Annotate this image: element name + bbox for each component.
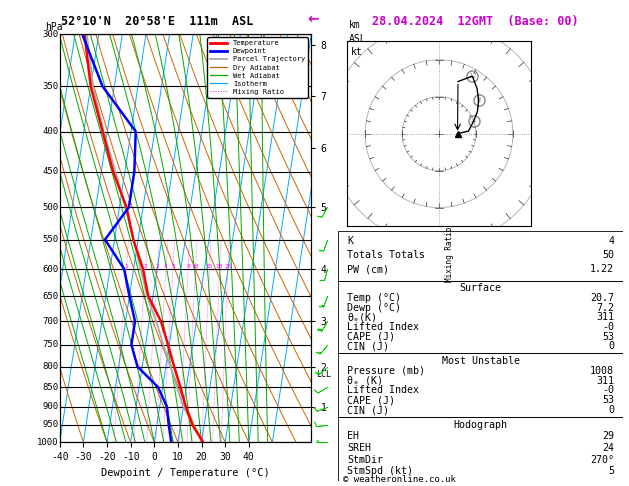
Text: θₑ(K): θₑ(K) (347, 312, 377, 322)
Text: SREH: SREH (347, 443, 371, 453)
Text: ASL: ASL (349, 34, 367, 44)
Text: 29: 29 (602, 432, 614, 441)
Text: PW (cm): PW (cm) (347, 264, 389, 275)
Text: CAPE (J): CAPE (J) (347, 395, 395, 405)
Text: Pressure (mb): Pressure (mb) (347, 366, 425, 376)
Text: Mixing Ratio (g/kg): Mixing Ratio (g/kg) (445, 194, 454, 282)
X-axis label: Dewpoint / Temperature (°C): Dewpoint / Temperature (°C) (101, 468, 270, 478)
Text: Hodograph: Hodograph (454, 420, 508, 430)
Text: Most Unstable: Most Unstable (442, 356, 520, 366)
Text: ←: ← (308, 13, 319, 26)
Text: 800: 800 (42, 362, 58, 371)
Text: 12: 12 (468, 73, 477, 79)
Text: 20: 20 (216, 264, 223, 269)
Text: 850: 850 (42, 382, 58, 392)
Text: LCL: LCL (316, 370, 331, 380)
Text: CAPE (J): CAPE (J) (347, 332, 395, 342)
Text: 550: 550 (42, 235, 58, 244)
Text: Totals Totals: Totals Totals (347, 250, 425, 260)
Text: 750: 750 (42, 340, 58, 349)
Text: © weatheronline.co.uk: © weatheronline.co.uk (343, 474, 455, 484)
Text: 950: 950 (42, 420, 58, 429)
Text: Dewp (°C): Dewp (°C) (347, 303, 401, 313)
Text: 500: 500 (42, 203, 58, 212)
Text: EH: EH (347, 432, 359, 441)
Text: StmDir: StmDir (347, 454, 383, 465)
Text: Lifted Index: Lifted Index (347, 322, 419, 332)
Text: 7.2: 7.2 (596, 303, 614, 313)
Legend: Temperature, Dewpoint, Parcel Trajectory, Dry Adiabat, Wet Adiabat, Isotherm, Mi: Temperature, Dewpoint, Parcel Trajectory… (207, 37, 308, 98)
Text: -0: -0 (602, 322, 614, 332)
Text: 311: 311 (596, 376, 614, 385)
Text: 700: 700 (42, 317, 58, 326)
Text: 0: 0 (608, 405, 614, 415)
Text: 5: 5 (608, 466, 614, 476)
Text: 400: 400 (42, 127, 58, 136)
Text: 1000: 1000 (37, 438, 58, 447)
Text: 50: 50 (602, 250, 614, 260)
Text: 8: 8 (186, 264, 190, 269)
Text: km: km (349, 20, 361, 30)
Text: 1.22: 1.22 (590, 264, 614, 275)
Text: hPa: hPa (45, 22, 62, 32)
Text: 1: 1 (125, 264, 128, 269)
Text: 270°: 270° (590, 454, 614, 465)
Text: 8: 8 (477, 97, 481, 104)
Text: 311: 311 (596, 312, 614, 322)
Text: StmSpd (kt): StmSpd (kt) (347, 466, 413, 476)
Text: 25: 25 (224, 264, 231, 269)
Text: Temp (°C): Temp (°C) (347, 293, 401, 303)
Text: K: K (347, 236, 353, 246)
Text: 10: 10 (192, 264, 199, 269)
Text: θₑ (K): θₑ (K) (347, 376, 383, 385)
Text: 650: 650 (42, 292, 58, 301)
Text: 5: 5 (171, 264, 175, 269)
Text: kt: kt (350, 47, 362, 57)
Text: Surface: Surface (460, 283, 501, 294)
Text: 350: 350 (42, 82, 58, 91)
Text: 2: 2 (143, 264, 147, 269)
Text: Lifted Index: Lifted Index (347, 385, 419, 396)
Text: 4: 4 (164, 264, 168, 269)
Text: 20.7: 20.7 (590, 293, 614, 303)
Text: CIN (J): CIN (J) (347, 405, 389, 415)
Text: 24: 24 (602, 443, 614, 453)
Text: 28.04.2024  12GMT  (Base: 00): 28.04.2024 12GMT (Base: 00) (372, 15, 578, 28)
Text: 600: 600 (42, 264, 58, 274)
Text: 300: 300 (42, 30, 58, 38)
Text: 3: 3 (155, 264, 159, 269)
Text: 15: 15 (206, 264, 213, 269)
Text: 52°10'N  20°58'E  111m  ASL: 52°10'N 20°58'E 111m ASL (61, 15, 253, 28)
Text: CIN (J): CIN (J) (347, 342, 389, 351)
Text: 53: 53 (602, 332, 614, 342)
Text: 1008: 1008 (590, 366, 614, 376)
Text: -0: -0 (602, 385, 614, 396)
Text: 53: 53 (602, 395, 614, 405)
Text: 450: 450 (42, 167, 58, 176)
Text: 900: 900 (42, 402, 58, 411)
Text: 4: 4 (608, 236, 614, 246)
Text: 4: 4 (472, 118, 476, 124)
Text: 0: 0 (608, 342, 614, 351)
